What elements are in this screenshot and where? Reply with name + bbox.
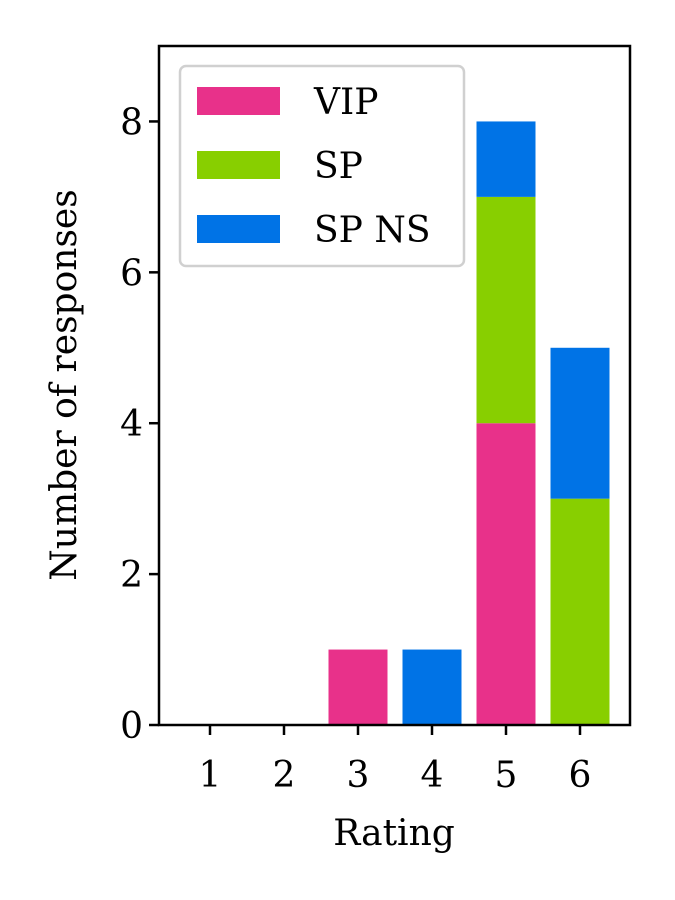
x-tick-label: 6 — [569, 755, 592, 796]
bar-vip-rating-5 — [476, 423, 536, 725]
x-tick-label: 3 — [347, 755, 370, 796]
x-tick-label: 5 — [495, 755, 518, 796]
y-tick-label: 8 — [120, 102, 143, 143]
x-axis-title: Rating — [333, 813, 455, 854]
legend-swatch-sp — [197, 151, 280, 179]
legend-label-sp-ns: SP NS — [314, 210, 431, 251]
legend-label-sp: SP — [314, 146, 363, 187]
bars-layer — [328, 121, 610, 725]
bar-sp-ns-rating-5 — [476, 121, 536, 197]
x-tick-label: 4 — [421, 755, 444, 796]
legend-swatch-sp-ns — [197, 215, 280, 243]
bar-sp-ns-rating-6 — [550, 347, 610, 499]
plot-frame — [157, 44, 632, 727]
bar-sp-rating-5 — [476, 196, 536, 424]
y-tick-label: 0 — [120, 706, 143, 747]
bar-sp-ns-rating-4 — [402, 649, 462, 725]
y-tick-label: 2 — [120, 555, 143, 596]
x-axis-ticks: 1 2 3 4 5 6 — [199, 725, 592, 796]
x-tick-label: 2 — [273, 755, 296, 796]
legend-swatch-vip — [197, 87, 280, 115]
y-tick-label: 6 — [120, 253, 143, 294]
y-tick-label: 4 — [120, 404, 143, 445]
y-axis-ticks: 0 2 4 6 8 — [120, 102, 159, 747]
y-axis-title: Number of responses — [44, 189, 85, 580]
x-tick-label: 1 — [199, 755, 222, 796]
bar-vip-rating-3 — [328, 649, 388, 725]
legend-label-vip: VIP — [313, 82, 378, 123]
legend: VIP SP SP NS — [178, 64, 466, 268]
bar-sp-rating-6 — [550, 498, 610, 725]
